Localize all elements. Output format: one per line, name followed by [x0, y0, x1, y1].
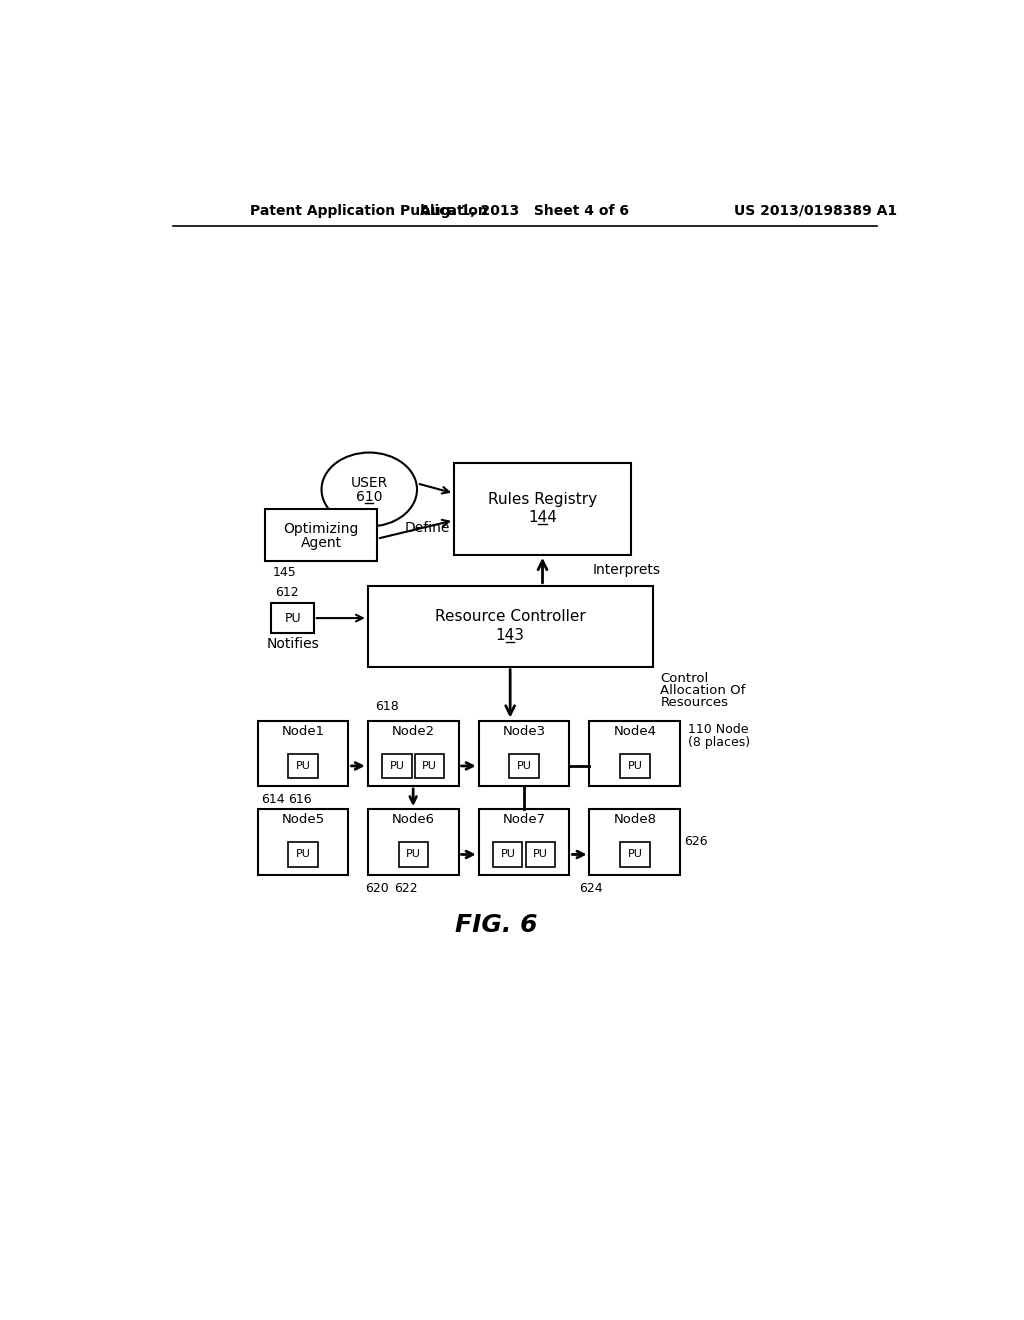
Text: Node2: Node2	[391, 725, 435, 738]
Bar	[258, 809, 348, 875]
Text: 614: 614	[261, 793, 285, 807]
Text: Node6: Node6	[391, 813, 434, 826]
Text: 624: 624	[579, 882, 602, 895]
Text: PU: PU	[285, 611, 301, 624]
Text: Node4: Node4	[613, 725, 656, 738]
Text: PU: PU	[628, 850, 642, 859]
Text: PU: PU	[501, 850, 515, 859]
Text: 620: 620	[366, 882, 389, 895]
Bar	[265, 508, 377, 561]
Text: 144: 144	[528, 511, 557, 525]
Bar	[382, 754, 412, 779]
Bar	[621, 754, 649, 779]
Text: Aug. 1, 2013   Sheet 4 of 6: Aug. 1, 2013 Sheet 4 of 6	[420, 203, 630, 218]
Text: PU: PU	[296, 760, 310, 771]
Text: 110 Node: 110 Node	[688, 723, 749, 737]
Text: PU: PU	[532, 850, 548, 859]
Bar	[258, 721, 348, 785]
Text: USER: USER	[350, 477, 388, 490]
Bar	[415, 754, 444, 779]
Text: Node1: Node1	[282, 725, 325, 738]
Text: 610: 610	[356, 490, 383, 504]
Text: 616: 616	[288, 793, 311, 807]
Bar	[525, 842, 555, 867]
Text: Patent Application Publication: Patent Application Publication	[250, 203, 487, 218]
Text: (8 places): (8 places)	[688, 735, 751, 748]
Bar	[509, 754, 539, 779]
Text: 143: 143	[496, 628, 524, 643]
Text: Node7: Node7	[503, 813, 546, 826]
Text: PU: PU	[406, 850, 421, 859]
Bar	[289, 754, 317, 779]
Bar	[478, 721, 569, 785]
Text: PU: PU	[389, 760, 404, 771]
Text: Control: Control	[660, 672, 709, 685]
Text: PU: PU	[296, 850, 310, 859]
Bar	[478, 809, 569, 875]
Text: Node8: Node8	[613, 813, 656, 826]
Bar	[289, 842, 317, 867]
Bar	[271, 603, 313, 632]
Bar	[398, 842, 428, 867]
Bar	[494, 842, 522, 867]
Bar	[368, 586, 652, 667]
Bar	[590, 721, 680, 785]
Text: Define: Define	[404, 521, 450, 535]
Bar	[454, 462, 631, 554]
Text: Rules Registry: Rules Registry	[488, 492, 597, 507]
Text: PU: PU	[422, 760, 437, 771]
Text: 622: 622	[394, 882, 418, 895]
Text: 145: 145	[273, 566, 297, 579]
Text: Allocation Of: Allocation Of	[660, 684, 745, 697]
Ellipse shape	[322, 453, 417, 527]
Bar	[621, 842, 649, 867]
Text: Interprets: Interprets	[593, 564, 660, 577]
Text: PU: PU	[516, 760, 531, 771]
Text: Resource Controller: Resource Controller	[435, 610, 586, 624]
Text: PU: PU	[628, 760, 642, 771]
Text: Notifies: Notifies	[266, 636, 319, 651]
Text: Agent: Agent	[301, 536, 342, 549]
Bar	[368, 721, 459, 785]
Text: Node5: Node5	[282, 813, 325, 826]
Text: 626: 626	[684, 836, 708, 849]
Text: 618: 618	[375, 700, 398, 713]
Text: 612: 612	[274, 586, 298, 599]
Text: Resources: Resources	[660, 696, 728, 709]
Bar	[590, 809, 680, 875]
Text: Optimizing: Optimizing	[284, 521, 358, 536]
Text: FIG. 6: FIG. 6	[455, 912, 538, 937]
Text: Node3: Node3	[503, 725, 546, 738]
Bar	[368, 809, 459, 875]
Text: US 2013/0198389 A1: US 2013/0198389 A1	[734, 203, 897, 218]
